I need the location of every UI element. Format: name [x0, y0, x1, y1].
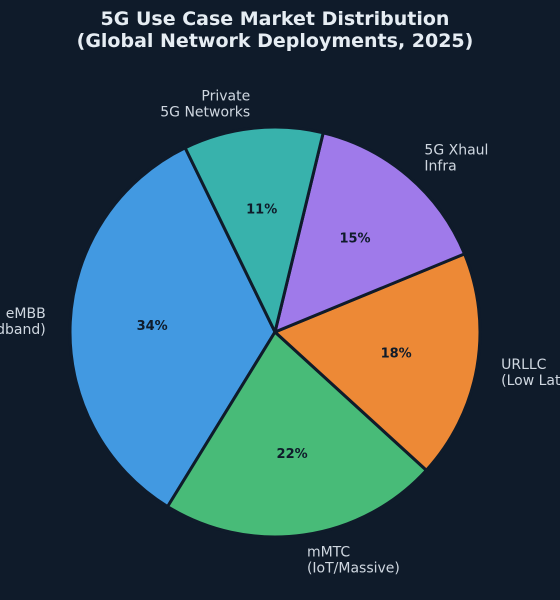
pct-label-urllc: 18% — [381, 346, 412, 361]
slice-label-urllc: URLLC(Low Latency) — [501, 357, 560, 389]
chart-title: 5G Use Case Market Distribution — [101, 8, 450, 30]
slice-label-line: (IoT/Massive) — [307, 560, 400, 576]
slice-label-line: URLLC — [501, 357, 547, 373]
slice-label-line: 5G Networks — [160, 105, 250, 121]
slice-label-5g-xhaul: 5G Xhaul Infra — [424, 143, 488, 175]
slice-label-line: (Low Latency) — [501, 373, 560, 389]
pct-label-embb: 34% — [137, 319, 168, 334]
slice-label-private: Private 5G Networks — [160, 89, 250, 121]
pie-labels: 34% eMBB(Enhanced Mobile Broadband) 22% mMT… — [0, 89, 560, 577]
slice-label-line: eMBB — [6, 306, 46, 322]
pie-slice-5g-xhaul — [273, 131, 467, 334]
pie-slice-urllc — [273, 252, 482, 472]
pie-slice-private — [183, 125, 325, 334]
slice-label-embb: eMBB(Enhanced Mobile Broadband) — [0, 306, 46, 338]
pie-slice-mmtc — [166, 330, 428, 539]
pct-label-private: 11% — [246, 203, 277, 218]
slice-label-mmtc: mMTC (IoT/Massive) — [307, 544, 400, 576]
chart-subtitle: (Global Network Deployments, 2025) — [77, 30, 474, 52]
slice-label-line: Infra — [424, 159, 456, 175]
pie-slices — [68, 125, 482, 539]
slice-label-line: 5G Xhaul — [424, 143, 488, 159]
slice-label-line: (Enhanced Mobile Broadband) — [0, 322, 46, 338]
pct-label-5g-xhaul: 15% — [339, 232, 370, 247]
pie-slice-embb — [68, 146, 277, 509]
slice-label-line: mMTC — [307, 544, 350, 560]
slice-label-line: Private — [201, 89, 250, 105]
pct-label-mmtc: 22% — [277, 447, 308, 462]
